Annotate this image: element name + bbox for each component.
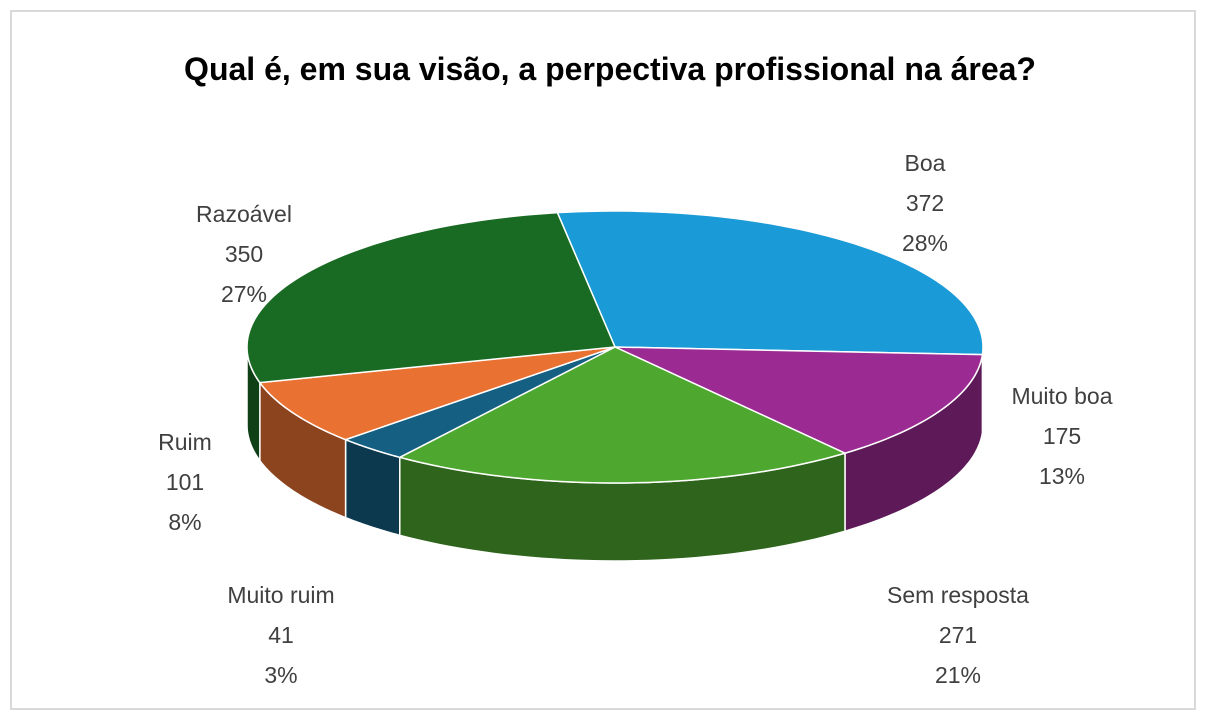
slice-label-value: 175 bbox=[1043, 423, 1081, 449]
pie-slice bbox=[246, 211, 617, 384]
slice-label-percent: 8% bbox=[168, 509, 201, 535]
slice-label-value: 41 bbox=[268, 622, 294, 648]
slice-label-value: 271 bbox=[939, 622, 977, 648]
pie-slice bbox=[614, 346, 984, 454]
slice-label-value: 372 bbox=[906, 190, 944, 216]
slice-label-name: Sem resposta bbox=[887, 582, 1029, 608]
slice-label-name: Muito ruim bbox=[227, 582, 334, 608]
slice-label-percent: 3% bbox=[264, 662, 297, 688]
slice-label-percent: 28% bbox=[902, 230, 948, 256]
slice-label-percent: 27% bbox=[221, 281, 267, 307]
slice-label-name: Muito boa bbox=[1011, 383, 1112, 409]
slice-label-percent: 13% bbox=[1039, 463, 1085, 489]
pie-slice bbox=[258, 346, 616, 441]
pie-slice bbox=[556, 210, 984, 356]
slice-label-name: Razoável bbox=[196, 201, 292, 227]
slice-label-percent: 21% bbox=[935, 662, 981, 688]
pie-slice bbox=[343, 346, 616, 459]
slice-label-value: 350 bbox=[225, 241, 263, 267]
chart: Boa 372 28% Muito boa 175 13% Sem resposta 271 2… bbox=[158, 150, 1113, 688]
page: {"chart_data": {"type": "pie", "title": … bbox=[10, 10, 1196, 710]
pie-slice bbox=[397, 346, 848, 484]
chart-title: Qual é, em sua visão, a perpectiva profi… bbox=[184, 51, 1036, 87]
slice-label-value: 101 bbox=[166, 469, 204, 495]
slice-label-name: Boa bbox=[905, 150, 946, 176]
slice-label-name: Ruim bbox=[158, 429, 212, 455]
